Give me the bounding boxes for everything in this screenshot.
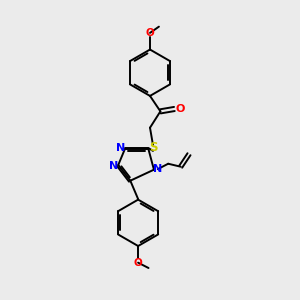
Text: O: O [176,104,185,114]
Text: N: N [116,143,125,153]
Text: S: S [149,141,157,154]
Text: N: N [153,164,162,174]
Text: O: O [146,28,154,38]
Text: O: O [134,258,142,268]
Text: N: N [110,160,119,171]
